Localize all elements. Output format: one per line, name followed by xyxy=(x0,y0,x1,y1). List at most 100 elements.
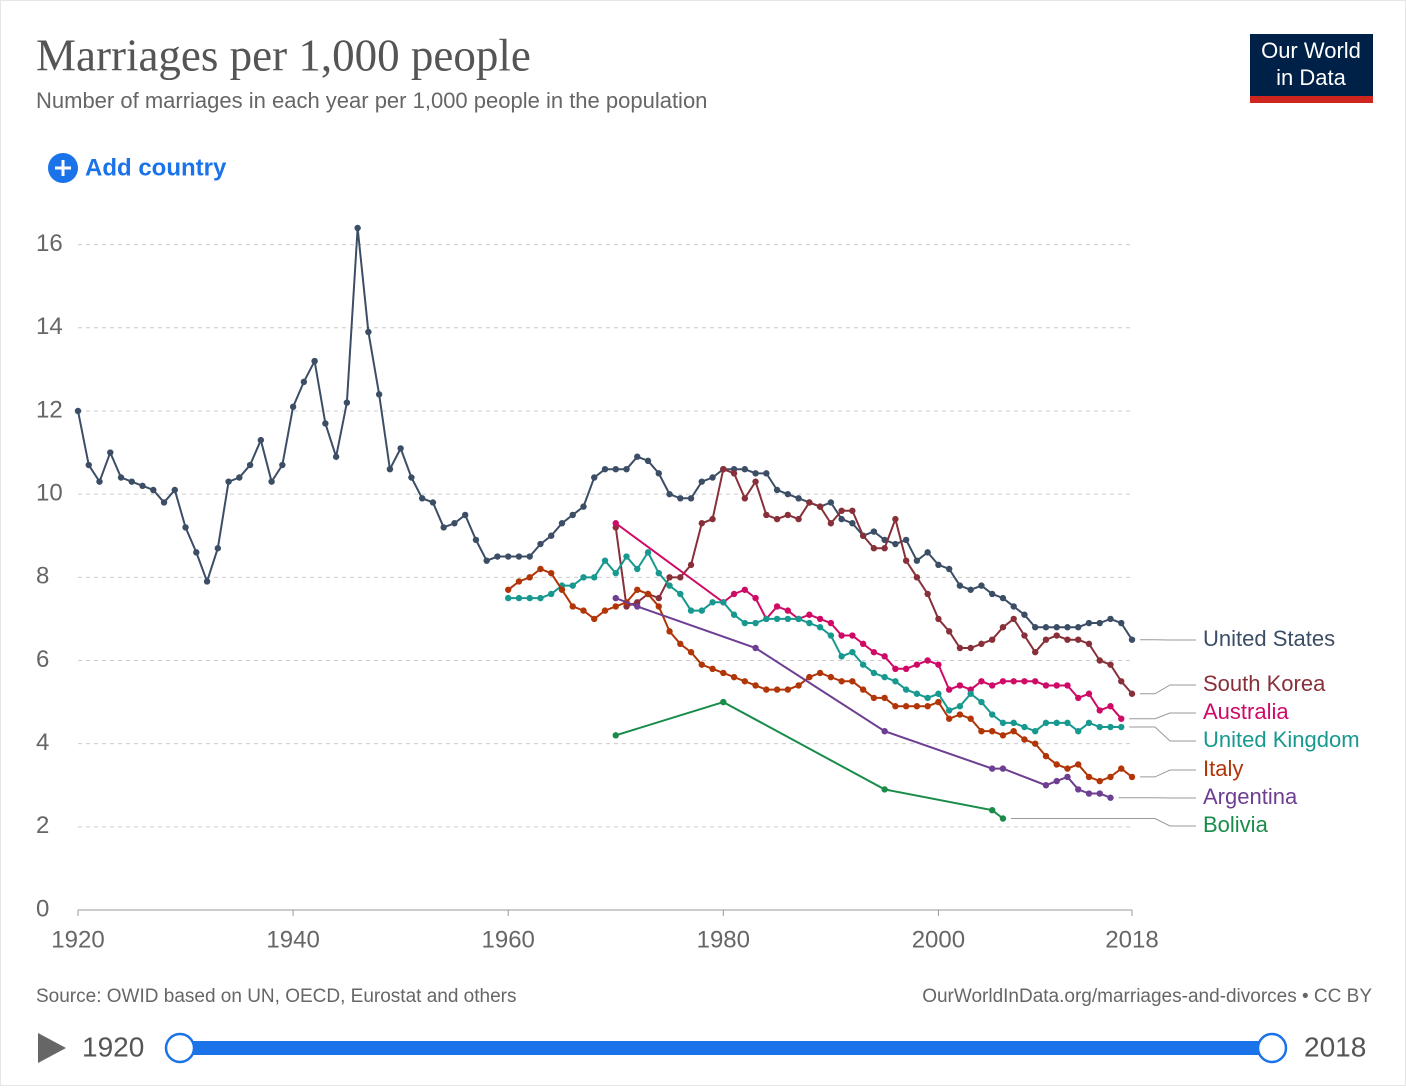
data-point xyxy=(1021,612,1027,618)
y-tick-label: 4 xyxy=(36,729,49,756)
data-point xyxy=(1000,720,1006,726)
data-point xyxy=(1064,774,1070,780)
data-point xyxy=(892,541,898,547)
data-point xyxy=(860,533,866,539)
data-point xyxy=(1054,778,1060,784)
data-point xyxy=(978,641,984,647)
data-point xyxy=(645,549,651,555)
data-point xyxy=(1129,774,1135,780)
data-point xyxy=(365,329,371,335)
data-point xyxy=(785,512,791,518)
data-point xyxy=(1032,740,1038,746)
data-point xyxy=(828,632,834,638)
data-point xyxy=(892,678,898,684)
data-point xyxy=(311,358,317,364)
data-point xyxy=(1097,778,1103,784)
data-point xyxy=(440,524,446,530)
data-point xyxy=(881,786,887,792)
data-point xyxy=(656,470,662,476)
data-point xyxy=(935,562,941,568)
data-point xyxy=(849,678,855,684)
data-point xyxy=(806,499,812,505)
data-point xyxy=(1000,595,1006,601)
data-point xyxy=(709,666,715,672)
data-point xyxy=(1000,624,1006,630)
data-point xyxy=(1054,682,1060,688)
data-point xyxy=(774,487,780,493)
timeline-handle[interactable] xyxy=(166,1034,194,1062)
data-point xyxy=(1107,616,1113,622)
add-country-label[interactable]: Add country xyxy=(85,154,227,181)
data-point xyxy=(957,582,963,588)
data-point xyxy=(935,661,941,667)
chart-subtitle: Number of marriages in each year per 1,0… xyxy=(36,88,707,113)
x-tick-label: 1980 xyxy=(697,926,750,953)
data-point xyxy=(559,587,565,593)
data-point xyxy=(1118,620,1124,626)
data-point xyxy=(817,670,823,676)
data-point xyxy=(333,454,339,460)
data-point xyxy=(1032,649,1038,655)
data-point xyxy=(634,566,640,572)
data-point xyxy=(634,587,640,593)
data-point xyxy=(494,553,500,559)
data-point xyxy=(957,711,963,717)
series-label: Argentina xyxy=(1203,784,1298,809)
data-point xyxy=(1054,624,1060,630)
data-point xyxy=(967,691,973,697)
data-point xyxy=(892,516,898,522)
data-point xyxy=(548,533,554,539)
timeline-start: 1920 xyxy=(82,1031,144,1062)
data-point xyxy=(1097,790,1103,796)
data-point xyxy=(1021,736,1027,742)
data-point xyxy=(860,661,866,667)
data-point xyxy=(817,624,823,630)
data-point xyxy=(914,691,920,697)
data-point xyxy=(516,578,522,584)
data-point xyxy=(946,686,952,692)
data-point xyxy=(677,591,683,597)
data-point xyxy=(1043,682,1049,688)
y-tick-label: 14 xyxy=(36,313,63,340)
data-point xyxy=(1064,682,1070,688)
data-point xyxy=(1064,624,1070,630)
data-point xyxy=(903,537,909,543)
data-point xyxy=(1064,636,1070,642)
data-point xyxy=(978,678,984,684)
series-label: Italy xyxy=(1203,756,1243,781)
data-point xyxy=(451,520,457,526)
data-point xyxy=(892,703,898,709)
data-point xyxy=(871,545,877,551)
data-point xyxy=(828,499,834,505)
data-point xyxy=(709,474,715,480)
data-point xyxy=(505,553,511,559)
data-point xyxy=(1107,774,1113,780)
data-point xyxy=(182,524,188,530)
y-tick-label: 6 xyxy=(36,646,49,673)
timeline-bar[interactable] xyxy=(180,1041,1272,1055)
data-point xyxy=(924,549,930,555)
data-point xyxy=(268,478,274,484)
data-point xyxy=(1032,728,1038,734)
data-point xyxy=(1107,703,1113,709)
data-point xyxy=(881,545,887,551)
data-point xyxy=(989,591,995,597)
data-point xyxy=(677,495,683,501)
data-point xyxy=(666,582,672,588)
data-point xyxy=(161,499,167,505)
data-point xyxy=(720,670,726,676)
data-point xyxy=(1064,720,1070,726)
data-point xyxy=(1086,641,1092,647)
data-point xyxy=(978,699,984,705)
timeline-handle[interactable] xyxy=(1258,1034,1286,1062)
data-point xyxy=(785,616,791,622)
data-point xyxy=(742,678,748,684)
data-point xyxy=(354,225,360,231)
data-point xyxy=(580,503,586,509)
data-point xyxy=(688,495,694,501)
data-point xyxy=(774,686,780,692)
data-point xyxy=(1021,678,1027,684)
data-point xyxy=(1075,786,1081,792)
data-point xyxy=(785,491,791,497)
data-point xyxy=(537,595,543,601)
